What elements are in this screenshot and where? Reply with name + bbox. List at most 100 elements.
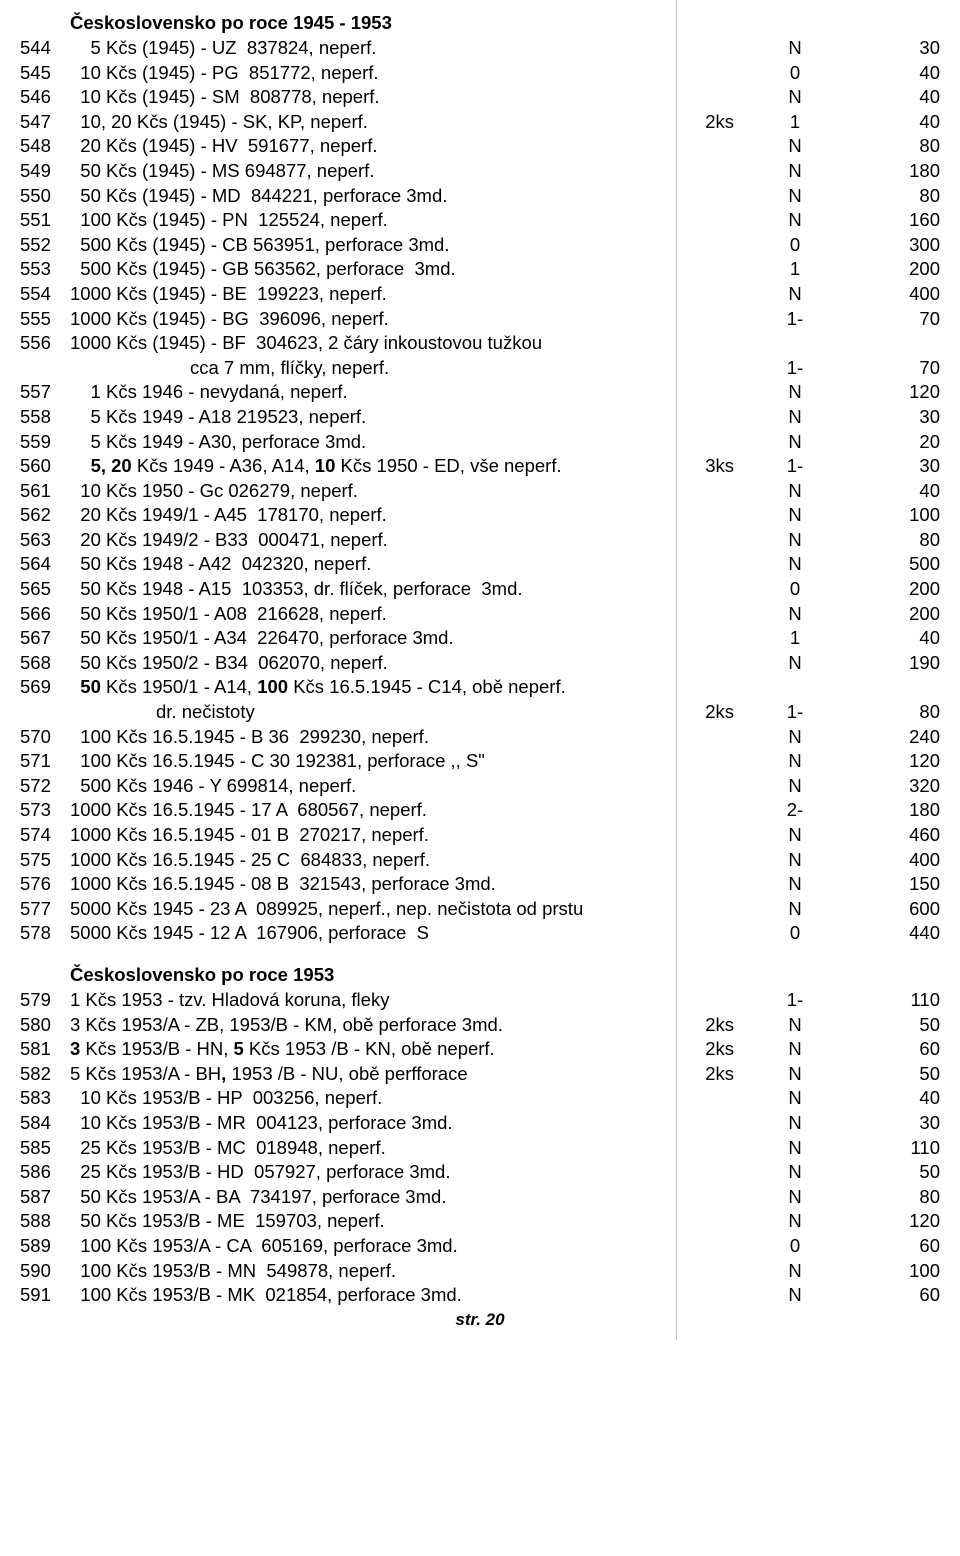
lot-number: 547 [20, 110, 70, 135]
catalog-row: 583 10 Kčs 1953/B - HP 003256, neperf.N4… [20, 1086, 940, 1111]
grade-cell: 1 [740, 626, 850, 651]
catalog-row: 560 5, 20 Kčs 1949 - A36, A14, 10 Kčs 19… [20, 454, 940, 479]
item-description: 5 Kčs (1945) - UZ 837824, neperf. [70, 36, 740, 61]
price-cell: 30 [850, 405, 940, 430]
lot-number: 552 [20, 233, 70, 258]
item-description: 1000 Kčs 16.5.1945 - 08 B 321543, perfor… [70, 872, 740, 897]
grade-cell: N [740, 1136, 850, 1161]
lot-number: 585 [20, 1136, 70, 1161]
lot-number: 555 [20, 307, 70, 332]
price-cell: 300 [850, 233, 940, 258]
catalog-row: 566 50 Kčs 1950/1 - A08 216628, neperf.N… [20, 602, 940, 627]
catalog-row: 552 500 Kčs (1945) - CB 563951, perforac… [20, 233, 940, 258]
item-description: 50 Kčs 1953/A - BA 734197, perforace 3md… [70, 1185, 740, 1210]
grade-cell: N [740, 380, 850, 405]
price-cell: 200 [850, 257, 940, 282]
item-description: 1000 Kčs (1945) - BG 396096, neperf. [70, 307, 740, 332]
item-description: 1000 Kčs 16.5.1945 - 01 B 270217, neperf… [70, 823, 740, 848]
price-cell: 30 [850, 1111, 940, 1136]
item-description: 100 Kčs 1953/B - MN 549878, neperf. [70, 1259, 740, 1284]
grade-cell: N [740, 1185, 850, 1210]
price-cell: 440 [850, 921, 940, 946]
grade-cell: N [740, 36, 850, 61]
item-description: 100 Kčs 1953/B - MK 021854, perforace 3m… [70, 1283, 740, 1308]
catalog-row: 562 20 Kčs 1949/1 - A45 178170, neperf.N… [20, 503, 940, 528]
grade-cell: 1- [740, 454, 850, 479]
catalog-row: 5761000 Kčs 16.5.1945 - 08 B 321543, per… [20, 872, 940, 897]
item-description: 10 Kčs (1945) - PG 851772, neperf. [70, 61, 740, 86]
grade-cell: N [740, 1283, 850, 1308]
lot-number: 584 [20, 1111, 70, 1136]
catalog-row: 589 100 Kčs 1953/A - CA 605169, perforac… [20, 1234, 940, 1259]
grade-cell: 1- [740, 988, 850, 1013]
lot-number: 550 [20, 184, 70, 209]
catalog-row: 564 50 Kčs 1948 - A42 042320, neperf.N50… [20, 552, 940, 577]
lot-number: 573 [20, 798, 70, 823]
catalog-row: 551 100 Kčs (1945) - PN 125524, neperf.N… [20, 208, 940, 233]
price-cell: 70 [850, 356, 940, 381]
item-description: 10 Kčs (1945) - SM 808778, neperf. [70, 85, 740, 110]
page-footer: str. 20 [20, 1310, 940, 1330]
lot-number: 574 [20, 823, 70, 848]
grade-cell: N [740, 208, 850, 233]
item-description: 20 Kčs 1949/1 - A45 178170, neperf. [70, 503, 740, 528]
catalog-row: 545 10 Kčs (1945) - PG 851772, neperf.04… [20, 61, 940, 86]
price-cell: 40 [850, 479, 940, 504]
grade-cell: N [740, 897, 850, 922]
item-description: 5 Kčs 1953/A - BH, 1953 /B - NU, obě per… [70, 1062, 740, 1087]
price-cell: 20 [850, 430, 940, 455]
price-cell: 30 [850, 454, 940, 479]
lot-number: 571 [20, 749, 70, 774]
lot-number: 545 [20, 61, 70, 86]
lot-number: 561 [20, 479, 70, 504]
item-description: 10 Kčs 1953/B - HP 003256, neperf. [70, 1086, 740, 1111]
quantity-suffix: 2ks [705, 700, 734, 725]
grade-cell: N [740, 725, 850, 750]
catalog-row: 548 20 Kčs (1945) - HV 591677, neperf.N8… [20, 134, 940, 159]
item-description: 50 Kčs 1953/B - ME 159703, neperf. [70, 1209, 740, 1234]
grade-cell: 0 [740, 921, 850, 946]
catalog-row: 558 5 Kčs 1949 - A18 219523, neperf.N30 [20, 405, 940, 430]
item-description: 50 Kčs (1945) - MD 844221, perforace 3md… [70, 184, 740, 209]
lot-number: 549 [20, 159, 70, 184]
lot-number: 582 [20, 1062, 70, 1087]
lot-number [20, 356, 70, 381]
price-cell: 40 [850, 85, 940, 110]
price-cell: 160 [850, 208, 940, 233]
price-cell: 110 [850, 1136, 940, 1161]
catalog-row: cca 7 mm, flíčky, neperf.1-70 [20, 356, 940, 381]
lot-number: 572 [20, 774, 70, 799]
item-description: 1000 Kčs (1945) - BF 304623, 2 čáry inko… [70, 331, 740, 356]
grade-cell: N [740, 749, 850, 774]
lot-number: 578 [20, 921, 70, 946]
lot-number: 570 [20, 725, 70, 750]
price-cell: 50 [850, 1062, 940, 1087]
item-description: 5 Kčs 1949 - A18 219523, neperf. [70, 405, 740, 430]
grade-cell: N [740, 1209, 850, 1234]
grade-cell: N [740, 848, 850, 873]
grade-cell: 0 [740, 61, 850, 86]
grade-cell: N [740, 1086, 850, 1111]
lot-number: 563 [20, 528, 70, 553]
lot-number: 575 [20, 848, 70, 873]
catalog-row: 5791 Kčs 1953 - tzv. Hladová koruna, fle… [20, 988, 940, 1013]
lot-number: 590 [20, 1259, 70, 1284]
lot-number: 588 [20, 1209, 70, 1234]
price-cell: 100 [850, 1259, 940, 1284]
item-description: 1 Kčs 1946 - nevydaná, neperf. [70, 380, 740, 405]
price-cell: 50 [850, 1160, 940, 1185]
lot-number: 566 [20, 602, 70, 627]
price-cell: 80 [850, 1185, 940, 1210]
section-heading: Československo po roce 1945 - 1953 [70, 12, 940, 34]
item-description: 5000 Kčs 1945 - 23 A 089925, neperf., ne… [70, 897, 740, 922]
lot-number: 567 [20, 626, 70, 651]
lot-number: 559 [20, 430, 70, 455]
grade-cell: N [740, 1037, 850, 1062]
item-description: 500 Kčs 1946 - Y 699814, neperf. [70, 774, 740, 799]
grade-cell [740, 331, 850, 356]
item-description: 10 Kčs 1953/B - MR 004123, perforace 3md… [70, 1111, 740, 1136]
grade-cell: N [740, 1062, 850, 1087]
catalog-row: 546 10 Kčs (1945) - SM 808778, neperf.N4… [20, 85, 940, 110]
item-description: 20 Kčs 1949/2 - B33 000471, neperf. [70, 528, 740, 553]
item-description: 3 Kčs 1953/A - ZB, 1953/B - KM, obě perf… [70, 1013, 740, 1038]
